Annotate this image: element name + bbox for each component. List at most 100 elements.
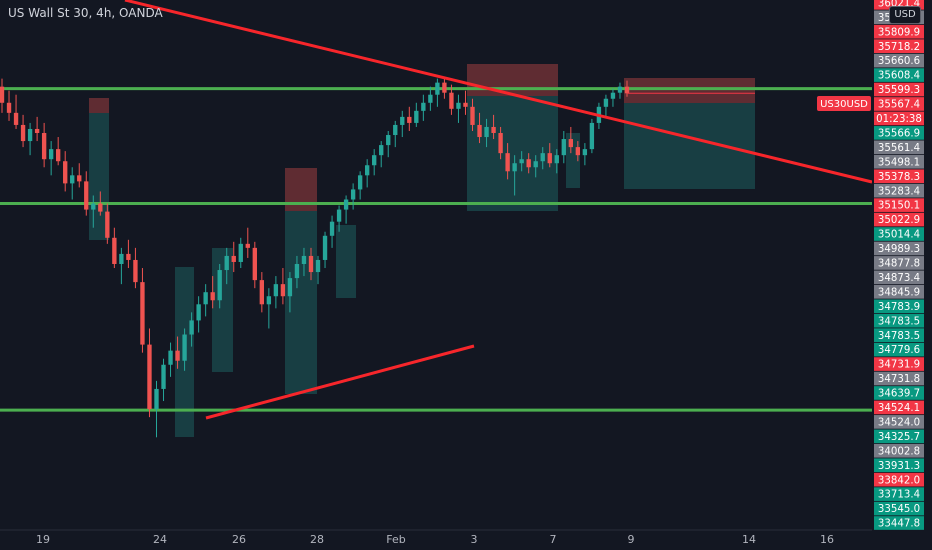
candle-body bbox=[484, 126, 489, 138]
price-label-bg bbox=[874, 140, 924, 155]
price-label: 35283.4 bbox=[878, 186, 920, 197]
price-label-bg bbox=[874, 154, 924, 169]
currency-button[interactable]: USD bbox=[889, 6, 921, 24]
price-label: 35022.9 bbox=[878, 215, 920, 226]
candle-body bbox=[84, 181, 89, 210]
price-label: 33713.4 bbox=[878, 490, 920, 501]
position-zone bbox=[624, 78, 755, 103]
price-label: 34845.9 bbox=[878, 287, 920, 298]
price-label: 34779.6 bbox=[878, 345, 920, 356]
price-label-bg bbox=[874, 111, 924, 126]
price-label-bg bbox=[874, 386, 924, 400]
candle-body bbox=[147, 344, 152, 410]
price-label-bg bbox=[874, 328, 924, 342]
price-label-bg bbox=[874, 371, 924, 386]
candle-body bbox=[568, 139, 573, 148]
candle-body bbox=[112, 237, 117, 264]
price-label: 34989.3 bbox=[878, 244, 920, 255]
price-label-bg bbox=[874, 97, 924, 111]
time-tick-label: Feb bbox=[386, 533, 405, 546]
candle-body bbox=[133, 259, 138, 283]
price-label: 35014.4 bbox=[878, 230, 920, 241]
time-tick-label: 24 bbox=[153, 533, 167, 546]
price-label-bg bbox=[874, 68, 924, 82]
candle-body bbox=[519, 159, 524, 164]
position-zone bbox=[212, 248, 233, 372]
price-label: 35608.4 bbox=[878, 71, 920, 82]
price-label: 33842.0 bbox=[878, 475, 920, 486]
ascending-trendline[interactable] bbox=[205, 344, 475, 420]
price-label-bg bbox=[874, 53, 924, 68]
price-label-bg bbox=[874, 357, 924, 371]
price-label-bg bbox=[874, 212, 924, 227]
candle-body bbox=[224, 255, 229, 271]
symbol-tag-bg bbox=[817, 96, 871, 111]
candle-body bbox=[308, 255, 314, 273]
price-label: 34783.9 bbox=[878, 302, 920, 313]
candle-body bbox=[526, 159, 531, 168]
candle-body bbox=[126, 253, 131, 260]
price-label: 34873.4 bbox=[878, 273, 920, 284]
candle-body bbox=[259, 280, 265, 305]
candle-body bbox=[470, 106, 475, 125]
candle-body bbox=[498, 133, 503, 154]
position-zone bbox=[467, 64, 558, 96]
candle-body bbox=[245, 243, 250, 248]
candle-body bbox=[105, 211, 110, 238]
candle-body bbox=[140, 282, 145, 345]
candle-body bbox=[364, 165, 370, 176]
price-label-bg bbox=[874, 198, 924, 212]
price-label: 36021.4 bbox=[878, 0, 920, 9]
price-label: 35566.9 bbox=[878, 128, 920, 139]
price-label-bg bbox=[874, 0, 924, 10]
candle-body bbox=[582, 149, 588, 156]
price-label-bg bbox=[874, 429, 924, 444]
candle-body bbox=[329, 221, 335, 236]
candle-body bbox=[182, 334, 187, 361]
price-label: 34731.9 bbox=[878, 360, 920, 371]
candle-body bbox=[414, 110, 419, 123]
candle-body bbox=[512, 163, 517, 172]
candle-body bbox=[400, 116, 405, 125]
candle-body bbox=[252, 247, 257, 281]
price-label-bg bbox=[874, 183, 924, 198]
candle-body bbox=[357, 175, 363, 190]
candle-body bbox=[547, 153, 552, 164]
candle-body bbox=[617, 86, 623, 93]
candle-body bbox=[533, 161, 538, 168]
price-label-bg bbox=[874, 169, 924, 184]
symbol-tag: US30USD bbox=[820, 99, 868, 110]
candle-body bbox=[407, 116, 412, 123]
price-label: 35561.4 bbox=[878, 143, 920, 154]
price-label: 35718.2 bbox=[878, 42, 920, 53]
descending-trendline[interactable] bbox=[124, 0, 873, 184]
candle-body bbox=[0, 86, 5, 103]
price-label-bg bbox=[874, 400, 924, 415]
price-label-bg bbox=[874, 256, 924, 270]
price-label: 34731.8 bbox=[878, 374, 920, 385]
candle-body bbox=[315, 259, 321, 273]
candle-body bbox=[624, 86, 630, 94]
price-label: 34877.8 bbox=[878, 259, 920, 270]
candle-body bbox=[442, 82, 447, 93]
candle-body bbox=[428, 94, 433, 103]
candle-body bbox=[238, 243, 243, 262]
position-zone bbox=[624, 103, 755, 189]
symbol-title: US Wall St 30, 4h, OANDA bbox=[8, 6, 163, 20]
time-tick-label: 26 bbox=[232, 533, 246, 546]
price-label: 35150.1 bbox=[878, 201, 920, 212]
candle-body bbox=[393, 124, 398, 136]
candle-body bbox=[449, 92, 454, 109]
candle-body bbox=[6, 102, 12, 113]
candle-body bbox=[575, 147, 581, 156]
candle-body bbox=[372, 155, 377, 166]
price-label-bg bbox=[874, 415, 924, 429]
candle-body bbox=[231, 255, 236, 262]
price-label-bg bbox=[874, 313, 924, 328]
price-label-bg bbox=[874, 285, 924, 299]
price-label: 35498.1 bbox=[878, 157, 920, 168]
price-label: 34325.7 bbox=[878, 432, 920, 443]
time-tick-label: 9 bbox=[628, 533, 635, 546]
candle-body bbox=[119, 253, 124, 264]
